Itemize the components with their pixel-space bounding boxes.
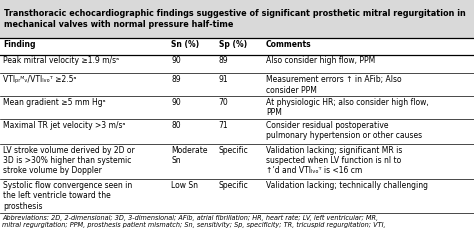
Text: Validation lacking; technically challenging: Validation lacking; technically challeng… — [266, 181, 428, 190]
Text: Comments: Comments — [266, 40, 311, 49]
FancyBboxPatch shape — [0, 0, 474, 38]
Text: LV stroke volume derived by 2D or
3D is >30% higher than systemic
stroke volume : LV stroke volume derived by 2D or 3D is … — [3, 146, 135, 175]
Text: 89: 89 — [171, 75, 181, 84]
Text: Measurement errors ↑ in AFib; Also
consider PPM: Measurement errors ↑ in AFib; Also consi… — [266, 75, 401, 94]
Text: 89: 89 — [219, 56, 228, 65]
Text: Mean gradient ≥5 mm Hgᵃ: Mean gradient ≥5 mm Hgᵃ — [3, 98, 106, 107]
Text: Low Sn: Low Sn — [171, 181, 198, 190]
Text: Consider residual postoperative
pulmonary hypertension or other causes: Consider residual postoperative pulmonar… — [266, 121, 422, 140]
Text: Abbreviations: 2D, 2-dimensional; 3D, 3-dimensional; AFib, atrial fibrillation; : Abbreviations: 2D, 2-dimensional; 3D, 3-… — [2, 215, 385, 228]
Text: Maximal TR jet velocity >3 m/sᵃ: Maximal TR jet velocity >3 m/sᵃ — [3, 121, 125, 130]
Text: 90: 90 — [171, 56, 181, 65]
Text: Validation lacking; significant MR is
suspected when LV function is nl to
↑’d an: Validation lacking; significant MR is su… — [266, 146, 402, 175]
Text: Finding: Finding — [3, 40, 36, 49]
Text: 91: 91 — [219, 75, 228, 84]
Text: At physiologic HR; also consider high flow,
PPM: At physiologic HR; also consider high fl… — [266, 98, 428, 117]
Text: Sn (%): Sn (%) — [171, 40, 199, 49]
Text: Peak mitral velocity ≥1.9 m/sᵃ: Peak mitral velocity ≥1.9 m/sᵃ — [3, 56, 119, 65]
Text: 71: 71 — [219, 121, 228, 130]
Text: Systolic flow convergence seen in
the left ventricle toward the
prosthesis: Systolic flow convergence seen in the le… — [3, 181, 132, 211]
Text: Moderate
Sn: Moderate Sn — [171, 146, 208, 165]
Text: VTIₚᵣᴹᵥ/VTIₗᵥₒᵀ ≥2.5ᵃ: VTIₚᵣᴹᵥ/VTIₗᵥₒᵀ ≥2.5ᵃ — [3, 75, 76, 84]
Text: Specific: Specific — [219, 181, 248, 190]
Text: Transthoracic echocardiographic findings suggestive of significant prosthetic mi: Transthoracic echocardiographic findings… — [4, 9, 465, 29]
Text: Sp (%): Sp (%) — [219, 40, 246, 49]
Text: 70: 70 — [219, 98, 228, 107]
Text: 90: 90 — [171, 98, 181, 107]
Text: Specific: Specific — [219, 146, 248, 154]
Text: Also consider high flow, PPM: Also consider high flow, PPM — [266, 56, 375, 65]
Text: 80: 80 — [171, 121, 181, 130]
